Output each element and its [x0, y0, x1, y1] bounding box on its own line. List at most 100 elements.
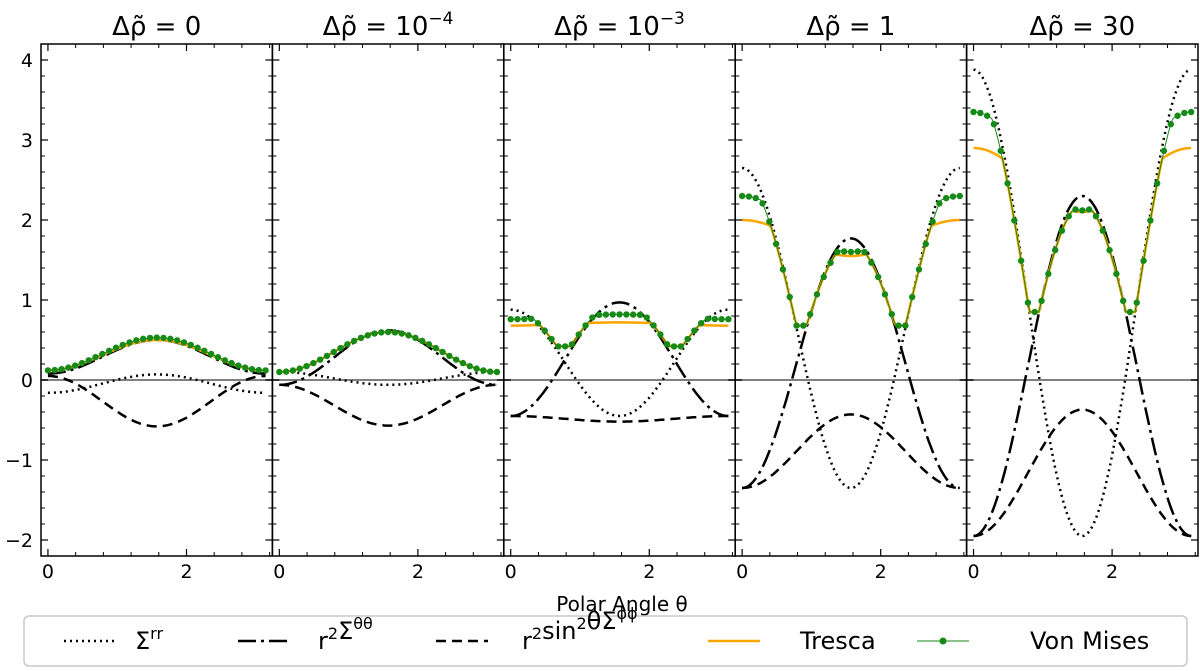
von-mises-point — [1072, 206, 1079, 213]
von-mises-point — [840, 248, 848, 255]
series-spp-line — [742, 413, 960, 490]
von-mises-point — [541, 327, 548, 334]
von-mises-point — [895, 322, 902, 329]
x-tick-label: 2 — [643, 561, 655, 583]
von-mises-point — [310, 359, 317, 367]
von-mises-point — [459, 359, 467, 367]
von-mises-point — [1174, 112, 1181, 119]
von-mises-point — [779, 266, 787, 273]
von-mises-point — [650, 322, 657, 329]
von-mises-point — [643, 314, 650, 321]
panel-0: 0 2 −2 −1 0 1 2 3 4 Δρ̃ = 0 — [5, 12, 274, 583]
von-mises-point — [820, 273, 827, 281]
von-mises-point — [527, 315, 535, 322]
von-mises-point — [990, 120, 998, 128]
von-mises-point — [486, 368, 494, 375]
von-mises-point — [738, 192, 746, 200]
legend: Σrr r2Σθθ r2sin2θΣϕϕ Tresca Von Mises — [23, 604, 1188, 667]
y-tick-label: 1 — [21, 290, 33, 312]
panel-frame — [734, 43, 968, 557]
von-mises-point — [466, 362, 473, 370]
von-mises-point — [936, 200, 943, 207]
von-mises-point — [595, 311, 603, 319]
von-mises-point — [289, 367, 297, 374]
series-spp-line — [279, 383, 497, 427]
von-mises-point — [929, 218, 936, 225]
von-mises-point — [521, 315, 528, 323]
von-mises-point — [330, 348, 337, 356]
series-spp-line — [47, 374, 266, 428]
von-mises-point — [881, 291, 889, 298]
legend-label-spp: r2sin2θΣϕϕ — [522, 604, 638, 655]
von-mises-point — [942, 194, 950, 202]
x-tick-label: 0 — [273, 561, 285, 583]
von-mises-point — [44, 367, 52, 374]
von-mises-point — [228, 359, 235, 367]
legend-label-stt: r2Σθθ — [318, 614, 373, 655]
von-mises-point — [65, 364, 72, 371]
von-mises-point — [412, 334, 419, 342]
von-mises-point — [575, 331, 582, 338]
von-mises-point — [350, 337, 358, 345]
von-mises-point — [718, 315, 725, 323]
von-mises-point — [480, 367, 487, 374]
panel-1: 0 2 Δρ̃ = 10−4 — [271, 9, 505, 583]
von-mises-point — [697, 319, 705, 327]
von-mises-point — [1133, 299, 1140, 306]
von-mises-point — [663, 341, 671, 348]
von-mises-point — [1187, 108, 1195, 116]
von-mises-point — [1119, 297, 1127, 305]
von-mises-point — [221, 357, 228, 364]
von-mises-point — [1160, 147, 1168, 155]
von-mises-point — [337, 344, 344, 352]
von-mises-point — [636, 311, 644, 319]
von-mises-point — [704, 315, 712, 322]
panel-frame — [271, 43, 505, 557]
panel-title-sup: −3 — [660, 9, 685, 29]
von-mises-point — [1017, 257, 1025, 264]
legend-label-vm: Von Mises — [1030, 627, 1149, 655]
von-mises-point — [745, 193, 753, 200]
x-axis-label: Polar Angle θ — [556, 592, 687, 616]
von-mises-point — [1167, 120, 1174, 128]
von-mises-point — [1140, 257, 1147, 264]
series-tresca-line — [973, 146, 1192, 314]
von-mises-point — [623, 311, 630, 318]
panel-title: Δρ̃ = 1 — [806, 12, 895, 42]
x-tick-label: 0 — [505, 561, 517, 583]
von-mises-point — [323, 352, 331, 360]
von-mises-point — [194, 344, 201, 351]
series-stt-line — [279, 329, 497, 387]
von-mises-point — [902, 322, 909, 329]
von-mises-point — [173, 337, 181, 344]
von-mises-point — [452, 356, 460, 363]
von-mises-point — [629, 311, 637, 318]
von-mises-point — [139, 335, 147, 343]
von-mises-point — [398, 330, 405, 337]
von-mises-point — [180, 339, 188, 346]
panel-title: Δρ̃ = 30 — [1029, 12, 1135, 42]
von-mises-point — [793, 322, 800, 329]
y-tick-label: 3 — [21, 130, 33, 152]
von-mises-point — [507, 316, 514, 323]
von-mises-point — [561, 343, 569, 350]
von-mises-point — [602, 311, 610, 318]
von-mises-point — [160, 334, 167, 342]
von-mises-point — [1058, 227, 1066, 234]
series-tresca-line — [742, 218, 960, 327]
von-mises-point — [92, 353, 99, 361]
von-mises-point — [296, 365, 303, 372]
von-mises-point — [1038, 297, 1045, 305]
von-mises-point — [473, 365, 480, 372]
von-mises-point — [854, 248, 861, 255]
von-mises-point — [589, 314, 596, 321]
von-mises-point — [105, 347, 113, 355]
von-mises-point — [1031, 308, 1038, 316]
von-mises-point — [772, 240, 780, 248]
x-tick-label: 2 — [180, 561, 192, 583]
von-mises-point — [983, 112, 991, 119]
von-mises-point — [616, 311, 623, 318]
panel-title-base: Δρ̃ = 10 — [554, 12, 660, 42]
